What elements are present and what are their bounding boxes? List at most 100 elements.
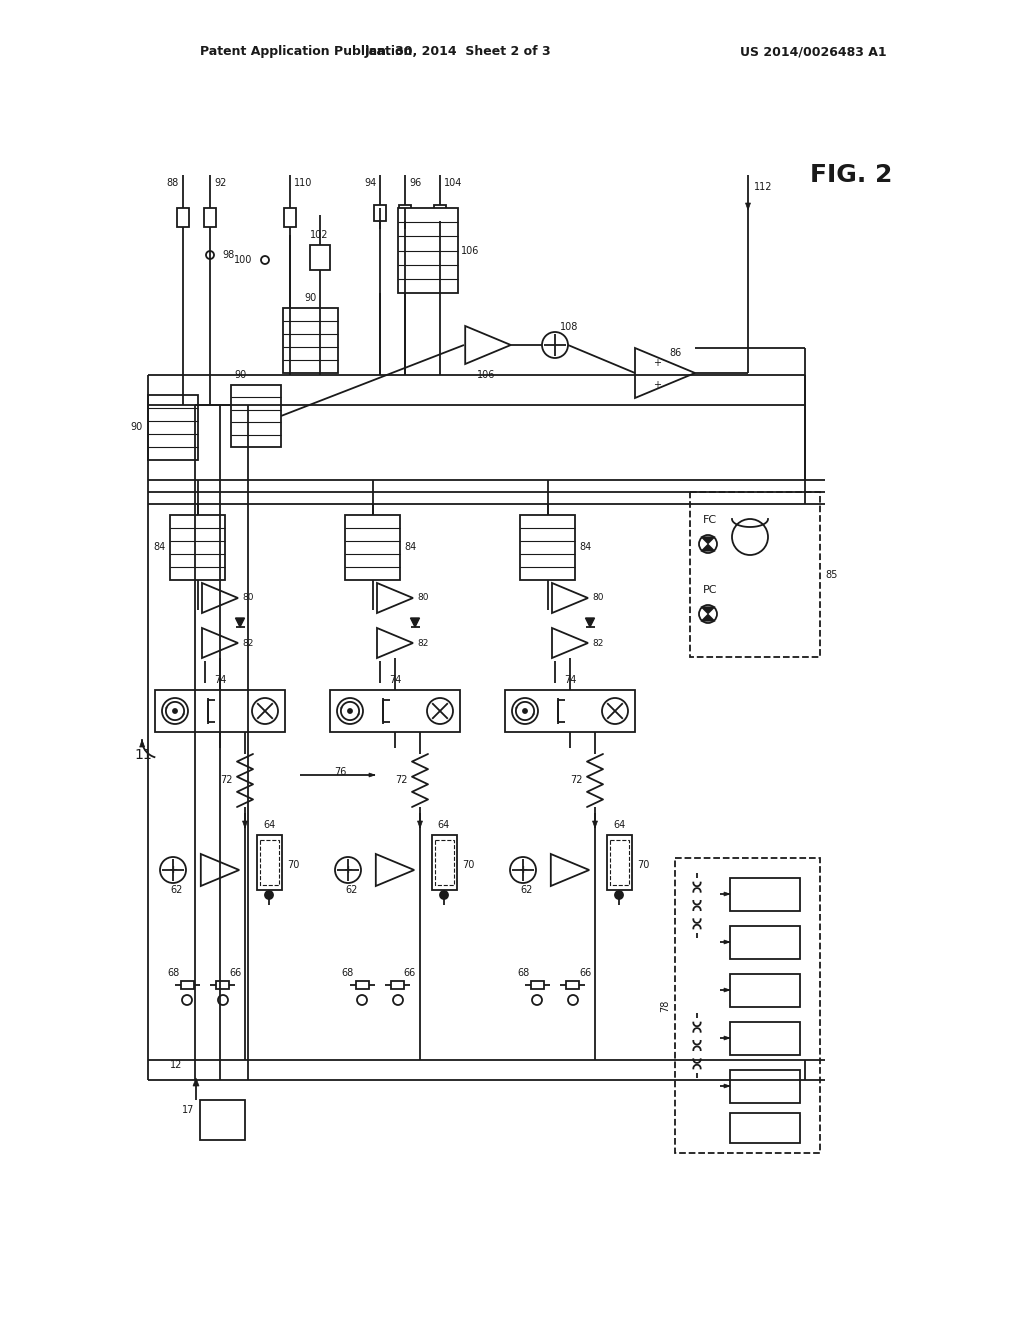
Polygon shape — [700, 544, 715, 552]
Bar — [148, 395, 198, 459]
Text: +: + — [653, 358, 662, 368]
Polygon shape — [139, 741, 144, 747]
Text: 82: 82 — [592, 639, 603, 648]
Text: 84: 84 — [579, 543, 591, 553]
Circle shape — [602, 698, 628, 723]
Bar — [260, 840, 279, 884]
Bar — [356, 981, 369, 989]
Circle shape — [162, 698, 188, 723]
Bar — [435, 840, 454, 884]
Polygon shape — [724, 987, 730, 993]
Circle shape — [252, 698, 278, 723]
Bar — [730, 878, 800, 911]
Bar — [170, 515, 225, 579]
Text: +: + — [343, 865, 352, 875]
Text: 17: 17 — [181, 1105, 194, 1115]
Circle shape — [393, 995, 403, 1005]
Text: 90: 90 — [304, 293, 316, 304]
Bar — [520, 515, 575, 579]
Bar — [283, 308, 338, 374]
Text: 84: 84 — [154, 543, 166, 553]
Text: 96: 96 — [409, 178, 421, 187]
Bar — [398, 209, 458, 293]
Text: 80: 80 — [417, 594, 428, 602]
Text: 12: 12 — [170, 1060, 182, 1071]
Bar — [505, 690, 635, 733]
Circle shape — [615, 891, 623, 899]
Text: 76: 76 — [334, 767, 346, 777]
Circle shape — [427, 698, 453, 723]
Circle shape — [523, 709, 527, 713]
Text: 70: 70 — [462, 861, 474, 870]
Text: US 2014/0026483 A1: US 2014/0026483 A1 — [740, 45, 887, 58]
Text: 102: 102 — [310, 230, 329, 240]
Text: 64: 64 — [263, 820, 275, 830]
Text: +: + — [653, 380, 662, 389]
Bar — [177, 209, 189, 227]
Text: 72: 72 — [570, 775, 583, 785]
Circle shape — [357, 995, 367, 1005]
Text: 62: 62 — [346, 884, 358, 895]
Text: 88: 88 — [167, 178, 179, 187]
Text: 74: 74 — [214, 675, 226, 685]
Text: 82: 82 — [242, 639, 253, 648]
Polygon shape — [724, 1084, 730, 1088]
Text: Patent Application Publication: Patent Application Publication — [200, 45, 413, 58]
Bar — [216, 981, 229, 989]
Polygon shape — [724, 940, 730, 944]
Text: 80: 80 — [242, 594, 254, 602]
Polygon shape — [236, 618, 245, 627]
Text: 74: 74 — [564, 675, 577, 685]
Text: 66: 66 — [403, 968, 416, 978]
Text: 86: 86 — [669, 348, 681, 358]
Polygon shape — [411, 618, 420, 627]
Text: 92: 92 — [214, 178, 226, 187]
Polygon shape — [586, 618, 595, 627]
Text: 112: 112 — [754, 182, 772, 191]
Text: 94: 94 — [365, 178, 377, 187]
Text: 64: 64 — [438, 820, 451, 830]
Circle shape — [542, 333, 568, 358]
Text: Jan. 30, 2014  Sheet 2 of 3: Jan. 30, 2014 Sheet 2 of 3 — [365, 45, 551, 58]
Text: 64: 64 — [613, 820, 625, 830]
Bar — [432, 836, 457, 890]
Circle shape — [218, 995, 228, 1005]
Bar — [675, 858, 820, 1152]
Circle shape — [440, 891, 449, 899]
Text: 72: 72 — [220, 775, 233, 785]
Text: 70: 70 — [637, 861, 649, 870]
Polygon shape — [193, 1078, 199, 1086]
Circle shape — [512, 698, 538, 723]
Bar — [730, 1022, 800, 1055]
Text: 104: 104 — [444, 178, 463, 187]
Polygon shape — [700, 614, 715, 622]
Circle shape — [261, 256, 269, 264]
Polygon shape — [724, 1036, 730, 1040]
Text: 62: 62 — [521, 884, 534, 895]
Circle shape — [335, 857, 361, 883]
Circle shape — [265, 891, 273, 899]
Circle shape — [510, 857, 536, 883]
Bar — [566, 981, 579, 989]
Text: 66: 66 — [229, 968, 241, 978]
Circle shape — [173, 709, 177, 713]
Polygon shape — [700, 537, 715, 544]
Text: 82: 82 — [417, 639, 428, 648]
Text: 68: 68 — [167, 968, 179, 978]
Bar — [345, 515, 400, 579]
Polygon shape — [593, 821, 597, 828]
Polygon shape — [369, 774, 375, 777]
Circle shape — [206, 251, 214, 259]
Circle shape — [348, 709, 352, 713]
Text: 66: 66 — [579, 968, 591, 978]
Polygon shape — [745, 203, 751, 210]
Text: 68: 68 — [517, 968, 529, 978]
Bar — [690, 492, 820, 657]
Bar — [330, 690, 460, 733]
Bar — [200, 1100, 245, 1140]
Polygon shape — [243, 821, 248, 828]
Circle shape — [699, 605, 717, 623]
Circle shape — [732, 519, 768, 554]
Polygon shape — [418, 821, 423, 828]
Text: 106: 106 — [477, 370, 496, 380]
